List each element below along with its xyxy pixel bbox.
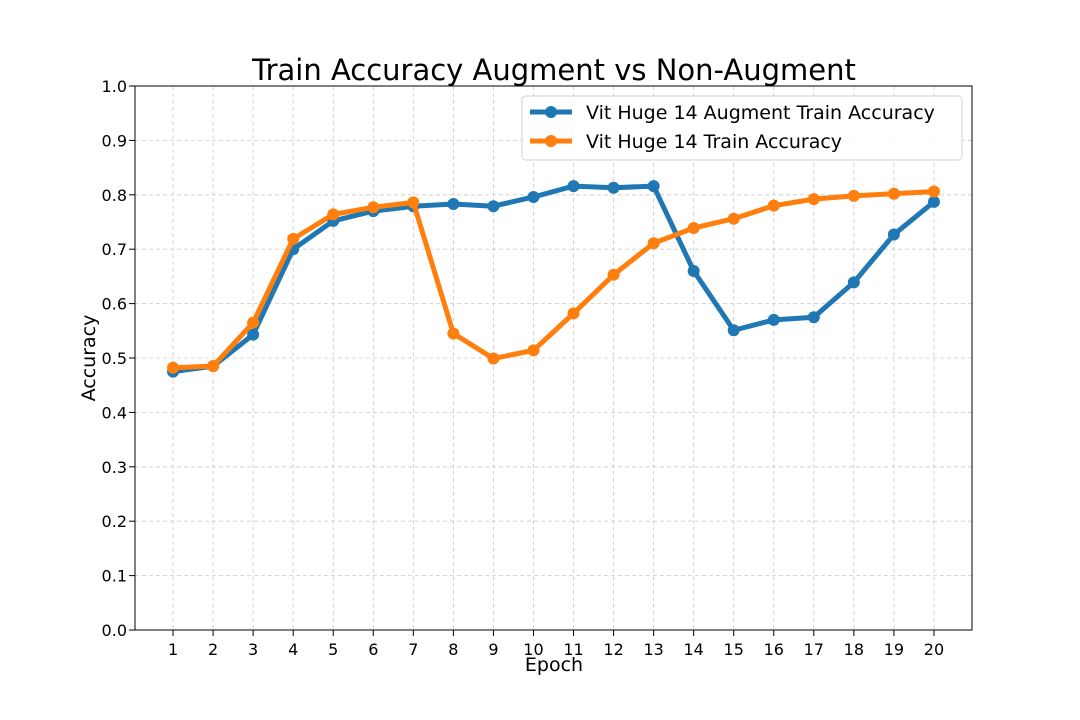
x-tick-label: 11 [563,640,583,659]
series-line-augment [170,183,937,375]
x-tick-label: 20 [924,640,944,659]
x-tick-label: 13 [643,640,663,659]
data-point-non-augment [407,196,420,209]
y-tick-label: 0.0 [102,621,127,640]
legend-marker-augment [545,106,557,118]
data-point-non-augment [527,344,540,357]
data-point-augment [647,180,660,193]
data-point-augment [447,198,460,211]
data-point-non-augment [647,237,660,250]
data-point-augment [847,276,860,289]
data-point-augment [247,328,260,341]
data-point-augment [527,190,540,203]
data-point-non-augment [807,193,820,206]
x-tick-label: 4 [288,640,298,659]
x-tick-label: 5 [328,640,338,659]
x-tick-label: 17 [804,640,824,659]
data-point-augment [807,311,820,324]
axis-ticks: 0.00.10.20.30.40.50.60.70.80.91.01 2 3 4 5 6 7… [102,77,945,659]
y-tick-label: 0.6 [102,295,127,314]
y-tick-label: 0.2 [102,512,127,531]
legend: Vit Huge 14 Augment Train Accuracy Vit H… [521,95,963,161]
grid-lines [135,85,972,631]
legend-marker-non-augment [545,135,557,147]
data-point-augment [687,264,700,277]
data-point-augment [887,228,900,241]
x-tick-label: 2 [208,640,218,659]
x-tick-label: 6 [368,640,378,659]
data-point-non-augment [607,268,620,281]
y-tick-label: 0.7 [102,240,127,259]
data-point-non-augment [247,316,260,329]
legend-label-non-augment: Vit Huge 14 Train Accuracy [586,131,842,153]
data-point-augment [487,200,500,213]
data-point-non-augment [567,307,580,320]
data-point-non-augment [847,189,860,202]
y-tick-label: 1.0 [102,77,127,96]
data-point-augment [767,313,780,326]
y-tick-label: 0.4 [102,403,127,422]
x-tick-label: 12 [603,640,623,659]
data-point-augment [567,180,580,193]
data-point-augment [607,181,620,194]
chart-title: Train Accuracy Augment vs Non-Augment [251,53,856,87]
y-tick-label: 0.8 [102,186,127,205]
series-lines [167,180,940,378]
data-point-non-augment [367,201,380,214]
data-point-non-augment [887,187,900,200]
x-tick-label: 16 [764,640,784,659]
x-tick-label: 8 [448,640,458,659]
data-point-non-augment [767,199,780,212]
legend-box [521,95,963,161]
y-tick-label: 0.9 [102,131,127,150]
data-point-non-augment [687,221,700,234]
data-point-augment [927,195,940,208]
data-point-non-augment [487,352,500,365]
plot-area [134,85,973,631]
x-tick-label: 18 [844,640,864,659]
x-tick-label: 14 [683,640,703,659]
data-point-non-augment [287,232,300,245]
series-line-non-augment [170,189,937,371]
y-tick-label: 0.5 [102,349,127,368]
data-point-non-augment [447,327,460,340]
x-axis-label: Epoch [525,654,583,676]
data-point-non-augment [207,360,220,373]
legend-label-augment: Vit Huge 14 Augment Train Accuracy [586,102,935,124]
data-point-non-augment [927,185,940,198]
data-point-non-augment [727,212,740,225]
x-tick-label: 9 [488,640,498,659]
data-point-non-augment [327,208,340,221]
data-point-non-augment [167,361,180,374]
y-tick-label: 0.3 [102,458,127,477]
x-tick-label: 15 [724,640,744,659]
x-tick-label: 19 [884,640,904,659]
x-tick-label: 7 [408,640,418,659]
x-tick-label: 10 [523,640,543,659]
y-tick-label: 0.1 [102,567,127,586]
x-tick-label: 3 [248,640,258,659]
y-axis-label: Accuracy [78,315,100,402]
data-point-augment [727,324,740,337]
x-tick-label: 1 [168,640,178,659]
